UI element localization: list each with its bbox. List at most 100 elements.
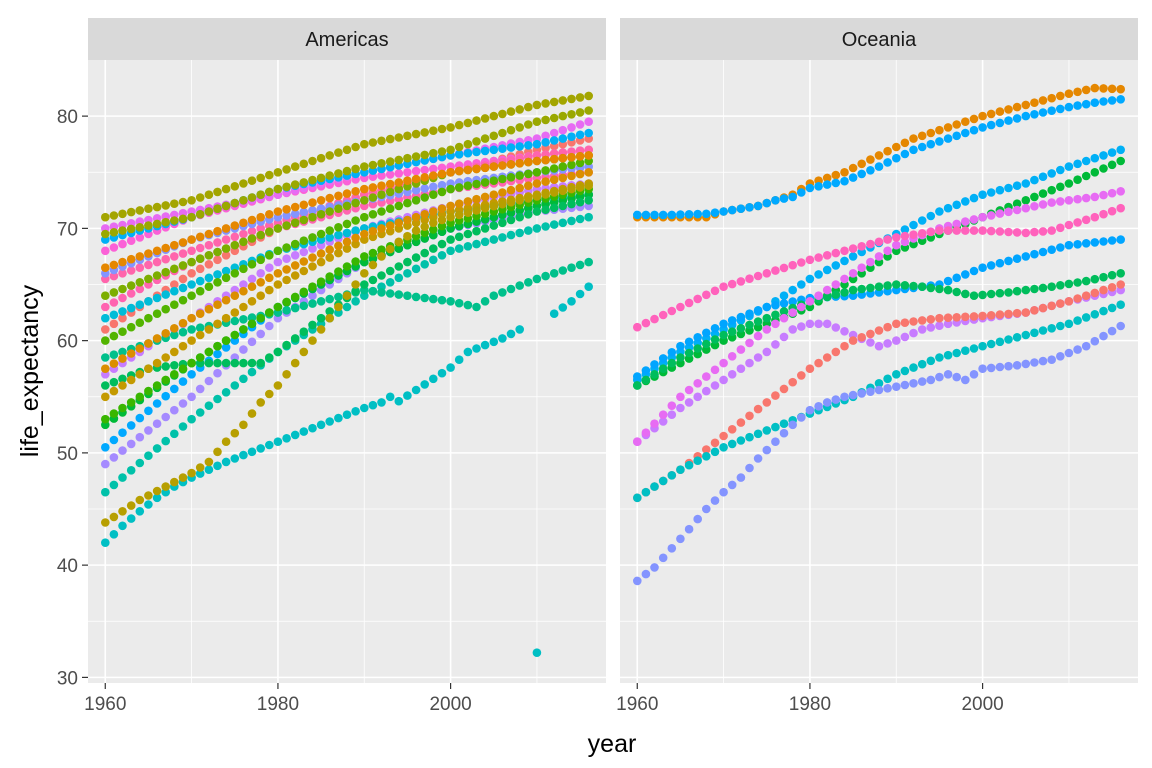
data-point	[969, 215, 979, 224]
data-point	[978, 311, 987, 321]
data-point	[316, 257, 326, 267]
data-point	[676, 392, 685, 402]
data-point	[926, 323, 936, 332]
data-point	[273, 224, 283, 233]
data-point	[1056, 182, 1065, 192]
data-point	[472, 116, 481, 125]
data-point	[429, 294, 438, 304]
data-point	[325, 313, 335, 323]
data-point	[969, 114, 979, 124]
data-point	[394, 155, 404, 165]
data-point	[239, 345, 248, 354]
data-point	[524, 181, 533, 190]
data-point	[702, 504, 711, 514]
data-point	[515, 105, 524, 114]
data-point	[558, 266, 568, 275]
data-point	[874, 237, 884, 247]
data-point	[118, 269, 127, 278]
data-point	[351, 233, 360, 243]
data-point	[575, 197, 585, 207]
data-point	[170, 361, 179, 370]
data-point	[247, 313, 257, 322]
data-point	[952, 219, 961, 229]
data-point	[541, 155, 550, 165]
data-point	[567, 153, 576, 162]
data-point	[831, 280, 841, 289]
data-point	[995, 337, 1005, 347]
data-point	[771, 391, 780, 400]
data-point	[377, 136, 386, 146]
data-point	[394, 262, 404, 271]
data-point	[779, 291, 789, 301]
data-point	[213, 319, 222, 329]
data-point	[900, 225, 910, 234]
data-point	[541, 99, 550, 108]
data-point	[805, 364, 815, 374]
data-point	[178, 399, 188, 408]
data-point	[195, 469, 205, 478]
strip-label-oceania: Oceania	[842, 29, 917, 51]
data-point	[377, 171, 386, 180]
data-point	[892, 382, 901, 392]
data-point	[978, 123, 987, 132]
data-point	[230, 198, 240, 208]
data-point	[1047, 245, 1056, 254]
data-point	[299, 178, 309, 187]
data-point	[282, 297, 291, 307]
data-point	[109, 211, 119, 220]
data-point	[351, 286, 360, 296]
data-point	[299, 347, 309, 357]
data-point	[1047, 185, 1056, 195]
data-point	[641, 428, 651, 438]
data-point	[1099, 237, 1108, 246]
data-point	[779, 263, 789, 273]
data-point	[282, 306, 291, 315]
data-point	[1030, 358, 1039, 367]
data-point	[584, 257, 593, 267]
data-point	[360, 280, 369, 289]
data-point	[368, 400, 378, 410]
data-point	[144, 260, 153, 270]
data-point	[351, 198, 360, 208]
data-point	[394, 237, 404, 247]
data-point	[935, 372, 944, 382]
data-point	[771, 310, 780, 320]
data-point	[515, 325, 524, 334]
data-point	[273, 257, 283, 267]
data-point	[170, 429, 179, 439]
data-point	[170, 280, 179, 289]
data-point	[204, 190, 214, 199]
data-point	[506, 329, 516, 339]
x-axis-title: year	[588, 730, 637, 758]
data-point	[385, 157, 395, 166]
data-point	[429, 171, 438, 180]
data-point	[961, 226, 970, 235]
data-point	[524, 157, 533, 167]
data-point	[135, 233, 145, 242]
data-point	[1116, 269, 1125, 278]
data-point	[152, 493, 162, 503]
data-point	[368, 193, 378, 202]
data-point	[195, 330, 205, 340]
data-point	[524, 226, 533, 235]
data-point	[290, 180, 300, 189]
data-point	[437, 368, 447, 378]
data-point	[411, 174, 421, 184]
data-point	[641, 569, 651, 579]
data-point	[411, 185, 421, 195]
data-point	[814, 253, 823, 262]
data-point	[584, 91, 593, 101]
data-point	[351, 142, 360, 152]
data-point	[239, 280, 248, 289]
data-point	[575, 183, 585, 192]
data-point	[204, 304, 214, 314]
data-point	[299, 327, 309, 337]
data-point	[109, 435, 119, 445]
data-point	[575, 108, 585, 117]
data-point	[584, 168, 593, 177]
data-point	[1099, 164, 1108, 173]
data-point	[575, 120, 585, 129]
data-point	[282, 434, 291, 443]
data-point	[247, 193, 257, 202]
data-point	[109, 350, 119, 360]
